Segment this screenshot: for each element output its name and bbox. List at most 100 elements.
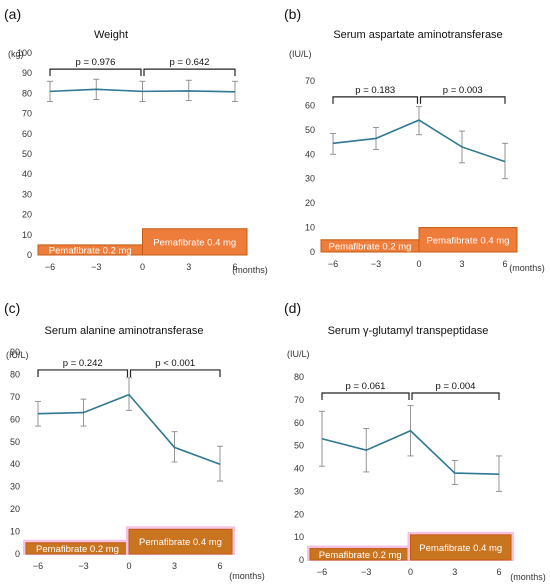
y-tick-label: 50 (305, 125, 315, 135)
panel-label: (b) (284, 6, 301, 22)
dose-bar-label: Pemafibrate 0.4 mg (419, 543, 502, 554)
x-axis-label: (months) (510, 572, 546, 582)
p-value-label: p = 0.183 (355, 85, 395, 96)
p-value-label: p = 0.242 (63, 358, 103, 369)
x-tick-label: 3 (172, 561, 177, 571)
x-tick-label: −3 (361, 567, 371, 577)
dose-bar (418, 227, 518, 253)
x-axis-label: (months) (232, 265, 268, 275)
significance-bracket (332, 96, 419, 104)
y-tick-label: 90 (22, 68, 32, 78)
y-tick-label: 20 (305, 198, 315, 208)
y-axis-unit: (kg) (8, 49, 24, 59)
p-value-label: p = 0.642 (170, 57, 210, 68)
y-tick-label: 100 (17, 48, 32, 58)
y-tick-label: 20 (294, 509, 304, 519)
series-line (37, 393, 221, 465)
dose-bar-label: Pemafibrate 0.4 mg (139, 537, 222, 548)
significance-bracket (37, 369, 129, 377)
p-value-label: p = 0.061 (346, 381, 386, 392)
y-tick-label: 30 (22, 189, 32, 199)
x-tick-label: 0 (408, 567, 413, 577)
y-tick-label: 60 (22, 129, 32, 139)
p-value-label: p = 0.976 (76, 57, 116, 68)
panel-label: (d) (284, 300, 301, 316)
x-tick-label: −6 (317, 567, 327, 577)
y-tick-label: 0 (299, 555, 304, 565)
x-tick-label: 6 (502, 259, 507, 269)
y-tick-label: 50 (22, 149, 32, 159)
x-tick-label: −6 (45, 262, 55, 272)
x-tick-label: 6 (232, 262, 237, 272)
significance-bracket (129, 369, 221, 377)
y-tick-label: 50 (294, 441, 304, 451)
y-tick-label: 40 (294, 464, 304, 474)
p-value-label: p = 0.003 (443, 85, 483, 96)
y-tick-label: 80 (294, 372, 304, 382)
dose-bar-label: Pemafibrate 0.2 mg (49, 245, 132, 256)
significance-bracket (419, 96, 506, 104)
dose-bar-label: Pemafibrate 0.2 mg (36, 544, 119, 555)
panel-b: (b) Serum aspartate aminotransferase (IU/L… (284, 6, 545, 273)
y-tick-label: 10 (294, 532, 304, 542)
y-tick-label: 70 (294, 395, 304, 405)
y-axis-unit: (IU/L) (6, 350, 29, 360)
chart-title: Weight (94, 29, 128, 41)
x-tick-label: 6 (496, 567, 501, 577)
y-tick-label: 60 (305, 100, 315, 110)
x-tick-label: 3 (186, 262, 191, 272)
y-axis-unit: (IU/L) (289, 49, 312, 59)
panel-label: (c) (4, 300, 20, 316)
p-value-label: p = 0.004 (436, 381, 476, 392)
panel-d: (d) Serum γ-glutamyl transpeptidase (IU/L)… (284, 300, 546, 582)
y-tick-label: 0 (15, 549, 20, 559)
x-tick-label: 6 (217, 561, 222, 571)
panel-label: (a) (4, 6, 21, 22)
y-tick-label: 0 (310, 247, 315, 257)
y-tick-label: 30 (294, 486, 304, 496)
x-tick-label: −3 (78, 561, 88, 571)
significance-bracket (49, 68, 142, 77)
y-tick-label: 10 (22, 230, 32, 240)
y-tick-label: 80 (22, 88, 32, 98)
chart-title: Serum alanine aminotransferase (45, 325, 204, 337)
x-tick-label: 0 (126, 561, 131, 571)
chart-title: Serum γ-glutamyl transpeptidase (328, 325, 489, 337)
y-tick-label: 60 (294, 418, 304, 428)
series-line (49, 88, 236, 93)
x-tick-label: −3 (91, 262, 101, 272)
y-tick-label: 20 (10, 504, 20, 514)
series-line (321, 429, 500, 476)
y-tick-label: 60 (10, 414, 20, 424)
y-tick-label: 10 (10, 527, 20, 537)
y-tick-label: 30 (305, 174, 315, 184)
panel-a: (a) Weight (kg) 0 10 20 30 40 50 60 70 80 90 100 −6 −3 0… (4, 6, 268, 275)
dose-bar (410, 534, 512, 561)
x-tick-label: 3 (459, 259, 464, 269)
y-tick-label: 70 (22, 109, 32, 119)
x-tick-label: 0 (140, 262, 145, 272)
series-line (332, 119, 506, 163)
dose-bar-label: Pemafibrate 0.2 mg (319, 550, 402, 561)
significance-bracket (321, 392, 410, 401)
panel-c: (c) Serum alanine aminotransferase (IU/L) 0… (4, 300, 265, 581)
y-tick-label: 50 (10, 437, 20, 447)
dose-bar-label: Pemafibrate 0.4 mg (153, 237, 236, 248)
significance-bracket (143, 68, 236, 77)
y-tick-label: 0 (27, 250, 32, 260)
x-tick-label: 3 (452, 567, 457, 577)
x-axis-label: (months) (229, 571, 265, 581)
y-tick-label: 70 (305, 76, 315, 86)
y-tick-label: 40 (305, 149, 315, 159)
dose-bar (128, 528, 233, 555)
x-tick-label: −6 (33, 561, 43, 571)
dose-bar-label: Pemafibrate 0.4 mg (427, 235, 510, 246)
x-tick-label: −3 (371, 259, 381, 269)
significance-bracket (411, 392, 500, 401)
y-tick-label: 80 (10, 369, 20, 379)
y-tick-label: 70 (10, 392, 20, 402)
y-tick-label: 90 (10, 347, 20, 357)
chart-title: Serum aspartate aminotransferase (333, 29, 502, 41)
dose-bar-label: Pemafibrate 0.2 mg (329, 241, 412, 252)
